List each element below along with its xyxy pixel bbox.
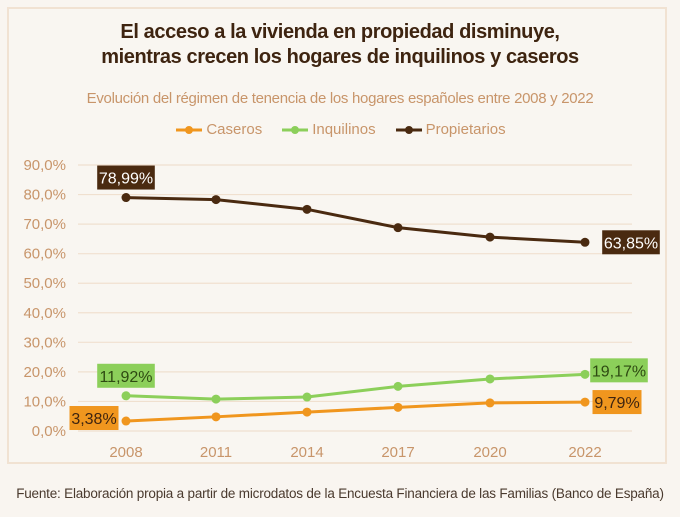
data-point-propietarios [121, 193, 131, 203]
y-tick-label: 60,0% [23, 246, 66, 263]
data-label-first: 11,92% [99, 369, 152, 386]
data-point-caseros [393, 402, 403, 412]
data-point-inquilinos [121, 391, 131, 401]
legend: Caseros Inquilinos Propietarios [0, 121, 680, 138]
data-point-propietarios [580, 237, 590, 247]
data-point-inquilinos [302, 392, 312, 402]
legend-marker-icon [282, 125, 309, 134]
data-label-first-bg [97, 363, 155, 388]
series-line-propietarios [125, 196, 586, 244]
data-label-last: 9,79% [594, 395, 639, 412]
data-label-first: 3,38% [71, 411, 116, 428]
data-point-propietarios [302, 204, 312, 214]
data-point-caseros [580, 397, 590, 407]
legend-label: Caseros [206, 121, 263, 138]
legend-item-inquilinos: Inquilinos [280, 121, 376, 138]
y-tick-label: 10,0% [23, 393, 66, 410]
y-tick-label: 40,0% [23, 305, 66, 322]
data-label-last-bg [590, 358, 648, 383]
legend-item-caseros: Caseros [174, 121, 262, 138]
title-line-2: mientras crecen los hogares de inquilino… [101, 46, 579, 68]
data-label-first-bg [97, 165, 155, 190]
data-point-caseros [211, 412, 221, 422]
legend-label: Propietarios [425, 121, 506, 138]
data-point-caseros [121, 416, 131, 426]
data-point-caseros [302, 407, 312, 417]
x-tick-label: 2022 [568, 444, 601, 461]
x-tick-label: 2008 [109, 444, 142, 461]
data-point-caseros [485, 398, 495, 408]
data-point-propietarios [485, 232, 495, 242]
y-tick-label: 50,0% [23, 275, 66, 292]
source-note: Fuente: Elaboración propia a partir de m… [16, 486, 664, 501]
legend-item-propietarios: Propietarios [394, 121, 506, 138]
legend-marker-icon [395, 125, 422, 134]
data-label-last-bg [592, 390, 642, 415]
data-label-last: 63,85% [604, 235, 658, 252]
y-tick-label: 20,0% [23, 364, 66, 381]
data-label-first-bg [69, 406, 119, 431]
legend-marker-icon [176, 125, 203, 134]
y-tick-label: 0,0% [32, 423, 66, 440]
data-point-inquilinos [393, 381, 403, 391]
x-tick-label: 2020 [473, 444, 506, 461]
chart-subtitle: Evolución del régimen de tenencia de los… [86, 90, 594, 107]
data-point-propietarios [211, 195, 221, 205]
x-tick-label: 2017 [381, 444, 414, 461]
data-label-first: 78,99% [99, 171, 153, 188]
chart-title: El acceso a la vivienda en propiedad dis… [0, 20, 680, 70]
data-point-propietarios [393, 223, 403, 233]
data-point-inquilinos [580, 369, 590, 379]
x-tick-label: 2011 [200, 444, 232, 461]
y-tick-label: 80,0% [23, 187, 66, 204]
y-tick-label: 70,0% [23, 216, 66, 233]
data-label-last: 19,17% [592, 363, 646, 380]
series-line-caseros [125, 400, 586, 423]
data-label-last-bg [602, 230, 660, 255]
chart-panel [7, 7, 667, 464]
y-tick-label: 30,0% [23, 334, 66, 351]
x-tick-label: 2014 [290, 444, 323, 461]
data-point-inquilinos [485, 374, 495, 384]
data-point-inquilinos [211, 394, 221, 404]
series-line-inquilinos [125, 372, 586, 401]
y-tick-label: 90,0% [23, 157, 66, 174]
legend-label: Inquilinos [312, 121, 376, 138]
title-line-1: El acceso a la vivienda en propiedad dis… [120, 21, 560, 43]
